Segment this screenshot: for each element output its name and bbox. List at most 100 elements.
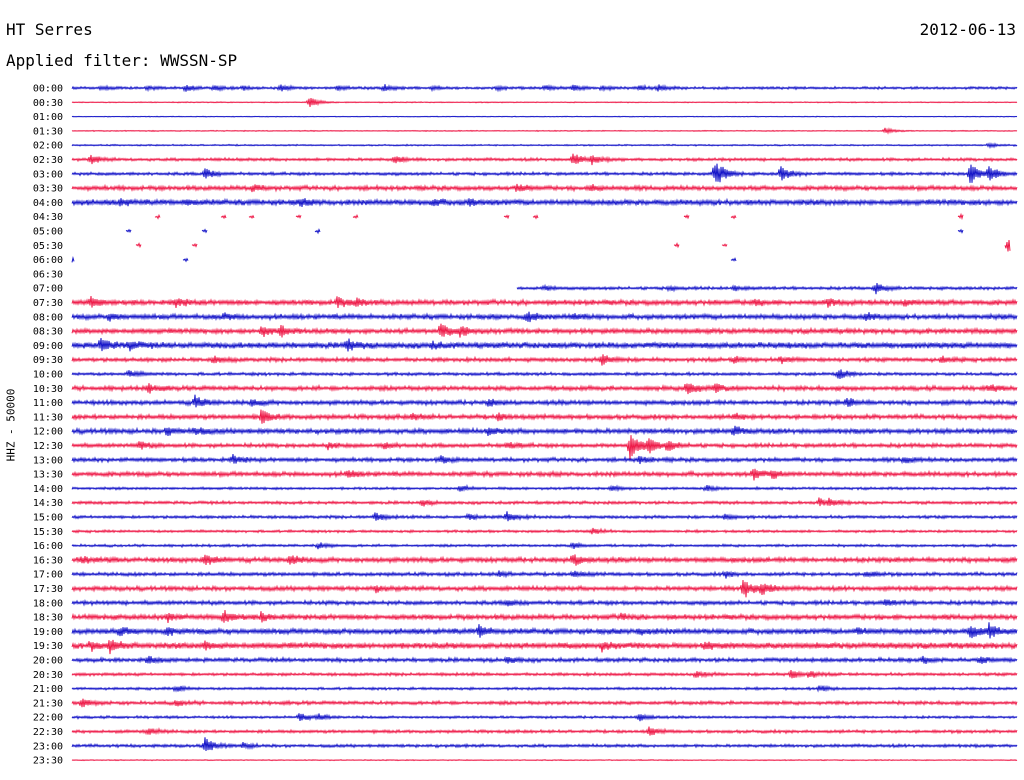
time-tick-label: 13:30 <box>33 470 63 481</box>
time-tick-label: 20:30 <box>33 670 63 681</box>
trace-row <box>71 527 1018 535</box>
trace-row <box>71 698 1018 708</box>
trace-row <box>154 212 964 221</box>
trace-row <box>71 511 1018 522</box>
time-tick-label: 23:00 <box>33 741 63 752</box>
trace-row <box>71 354 1018 366</box>
trace-row <box>71 311 1018 323</box>
trace-row <box>71 622 1018 639</box>
time-tick-label: 06:30 <box>33 269 63 280</box>
time-tick-label: 02:30 <box>33 155 63 166</box>
seismic-traces <box>71 83 1018 762</box>
trace-row <box>71 337 1018 352</box>
time-labels: 00:00 00:30 01:00 01:30 02:00 02:30 03:00 03:30… <box>33 84 63 767</box>
time-tick-label: 14:00 <box>33 484 63 495</box>
time-tick-label: 00:00 <box>33 84 63 95</box>
time-tick-label: 11:30 <box>33 412 63 423</box>
trace-row <box>71 497 1018 507</box>
trace-row <box>71 554 1018 566</box>
trace-row <box>71 670 1018 679</box>
trace-row <box>71 639 1018 655</box>
time-tick-label: 04:00 <box>33 198 63 209</box>
trace-row <box>71 609 1018 623</box>
time-tick-label: 20:00 <box>33 656 63 667</box>
time-tick-label: 03:00 <box>33 169 63 180</box>
trace-row <box>71 383 1018 395</box>
time-tick-label: 02:00 <box>33 141 63 152</box>
time-tick-label: 18:00 <box>33 598 63 609</box>
trace-row <box>71 435 1018 460</box>
trace-row <box>71 163 1018 183</box>
trace-row <box>71 296 1018 309</box>
time-tick-label: 03:30 <box>33 184 63 195</box>
trace-row <box>71 83 1018 93</box>
time-tick-label: 08:30 <box>33 327 63 338</box>
trace-row <box>71 570 1018 579</box>
trace-row <box>71 127 1018 135</box>
time-tick-label: 22:00 <box>33 713 63 724</box>
trace-row <box>71 323 1018 338</box>
trace-row <box>71 726 1018 736</box>
time-tick-label: 15:00 <box>33 513 63 524</box>
time-tick-label: 07:30 <box>33 298 63 309</box>
trace-row <box>71 598 1018 607</box>
time-tick-label: 16:00 <box>33 541 63 552</box>
trace-row <box>71 183 1018 193</box>
trace-row <box>516 283 1018 295</box>
time-tick-label: 10:30 <box>33 384 63 395</box>
trace-row <box>71 454 1018 465</box>
trace-row <box>71 484 1018 493</box>
time-tick-label: 15:30 <box>33 527 63 538</box>
time-tick-label: 10:00 <box>33 370 63 381</box>
time-tick-label: 01:00 <box>33 112 63 123</box>
time-tick-label: 06:00 <box>33 255 63 266</box>
trace-row <box>71 579 1018 598</box>
time-tick-label: 04:30 <box>33 212 63 223</box>
time-tick-label: 13:00 <box>33 455 63 466</box>
time-tick-label: 22:30 <box>33 727 63 738</box>
time-tick-label: 14:30 <box>33 498 63 509</box>
trace-row <box>71 369 1018 380</box>
time-tick-label: 05:00 <box>33 227 63 238</box>
trace-row <box>71 256 737 263</box>
trace-row <box>125 228 964 235</box>
date-label: 2012-06-13 <box>919 20 1016 39</box>
trace-row <box>71 541 1018 550</box>
trace-row <box>71 655 1018 665</box>
time-tick-label: 17:00 <box>33 570 63 581</box>
trace-row <box>71 425 1018 436</box>
time-tick-label: 19:30 <box>33 641 63 652</box>
time-tick-label: 21:30 <box>33 698 63 709</box>
trace-row <box>71 684 1018 693</box>
time-tick-label: 07:00 <box>33 284 63 295</box>
time-tick-label: 12:00 <box>33 427 63 438</box>
time-tick-label: 01:30 <box>33 126 63 137</box>
trace-row <box>71 468 1018 481</box>
time-tick-label: 19:00 <box>33 627 63 638</box>
trace-row <box>71 153 1018 166</box>
trace-row <box>71 713 1018 722</box>
time-tick-label: 09:00 <box>33 341 63 352</box>
filter-label: Applied filter: WWSSN-SP <box>6 51 238 70</box>
trace-row <box>71 115 1018 118</box>
time-tick-label: 16:30 <box>33 555 63 566</box>
trace-row <box>71 98 1018 108</box>
trace-row <box>71 394 1018 408</box>
trace-row <box>71 142 1018 149</box>
time-tick-label: 12:30 <box>33 441 63 452</box>
time-tick-label: 23:30 <box>33 756 63 767</box>
time-tick-label: 17:30 <box>33 584 63 595</box>
trace-row <box>71 197 1018 207</box>
time-tick-label: 18:30 <box>33 613 63 624</box>
time-tick-label: 09:30 <box>33 355 63 366</box>
time-tick-label: 21:00 <box>33 684 63 695</box>
trace-row <box>71 737 1018 752</box>
trace-row <box>71 758 1018 762</box>
time-tick-label: 00:30 <box>33 98 63 109</box>
time-tick-label: 05:30 <box>33 241 63 252</box>
time-tick-label: 11:00 <box>33 398 63 409</box>
trace-row <box>135 240 1011 252</box>
station-title: HT Serres <box>6 20 93 39</box>
time-tick-label: 08:00 <box>33 312 63 323</box>
